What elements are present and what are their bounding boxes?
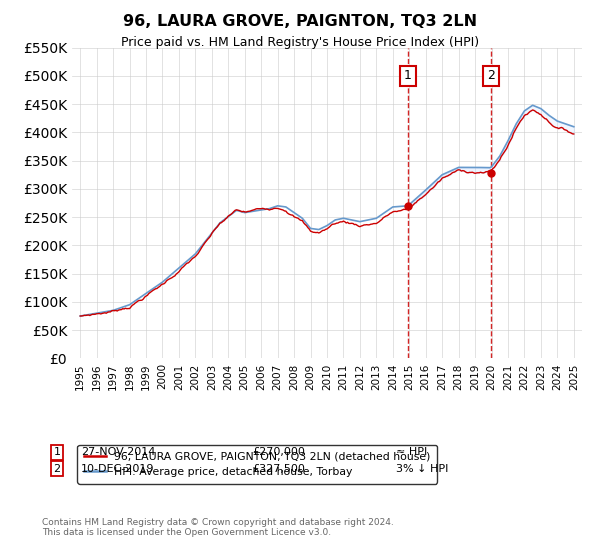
Text: 1: 1 [404,69,412,82]
Text: £270,000: £270,000 [252,447,305,458]
96, LAURA GROVE, PAIGNTON, TQ3 2LN (detached house) [169,274,176,281]
96, LAURA GROVE, PAIGNTON, TQ3 2LN (detached house) [91,311,98,318]
HPI: Average price, detached house, Torbay: (2e+03, 7.5e+04): Average price, detached house, Torbay: (… [77,312,84,319]
HPI: Average price, detached house, Torbay: (2.01e+03, 2.42e+05): Average price, detached house, Torbay: (… [358,218,365,225]
Text: 2: 2 [487,69,495,82]
HPI: Average price, detached house, Torbay: (2e+03, 1.5e+05): Average price, detached house, Torbay: (… [169,270,176,277]
Text: £327,500: £327,500 [252,464,305,474]
96, LAURA GROVE, PAIGNTON, TQ3 2LN (detached house) [77,312,84,319]
96, LAURA GROVE, PAIGNTON, TQ3 2LN (detached house) [570,130,577,137]
96, LAURA GROVE, PAIGNTON, TQ3 2LN (detached house) [385,211,392,218]
Text: ≈ HPI: ≈ HPI [396,447,427,458]
Line: HPI: Average price, detached house, Torbay: HPI: Average price, detached house, Torb… [80,105,574,316]
Text: 1: 1 [53,447,61,458]
96, LAURA GROVE, PAIGNTON, TQ3 2LN (detached house) [374,219,382,226]
HPI: Average price, detached house, Torbay: (2.01e+03, 2.63e+05): Average price, detached house, Torbay: (… [385,207,392,213]
Text: 10-DEC-2019: 10-DEC-2019 [81,464,155,474]
HPI: Average price, detached house, Torbay: (2e+03, 7.92e+04): Average price, detached house, Torbay: (… [91,310,98,317]
Text: 2: 2 [53,464,61,474]
Text: Contains HM Land Registry data © Crown copyright and database right 2024.
This d: Contains HM Land Registry data © Crown c… [42,518,394,538]
96, LAURA GROVE, PAIGNTON, TQ3 2LN (detached house) [358,223,365,230]
Text: 96, LAURA GROVE, PAIGNTON, TQ3 2LN: 96, LAURA GROVE, PAIGNTON, TQ3 2LN [123,14,477,29]
96, LAURA GROVE, PAIGNTON, TQ3 2LN (detached house) [510,130,517,137]
HPI: Average price, detached house, Torbay: (2.02e+03, 4.48e+05): Average price, detached house, Torbay: (… [529,102,536,109]
Text: Price paid vs. HM Land Registry's House Price Index (HPI): Price paid vs. HM Land Registry's House … [121,36,479,49]
HPI: Average price, detached house, Torbay: (2.02e+03, 4.05e+05): Average price, detached house, Torbay: (… [510,126,517,133]
HPI: Average price, detached house, Torbay: (2.01e+03, 2.5e+05): Average price, detached house, Torbay: (… [374,214,382,221]
Legend: 96, LAURA GROVE, PAIGNTON, TQ3 2LN (detached house), HPI: Average price, detache: 96, LAURA GROVE, PAIGNTON, TQ3 2LN (deta… [77,445,437,483]
Text: 3% ↓ HPI: 3% ↓ HPI [396,464,448,474]
96, LAURA GROVE, PAIGNTON, TQ3 2LN (detached house) [529,106,536,113]
HPI: Average price, detached house, Torbay: (2.02e+03, 4.1e+05): Average price, detached house, Torbay: (… [570,123,577,130]
Line: 96, LAURA GROVE, PAIGNTON, TQ3 2LN (detached house): 96, LAURA GROVE, PAIGNTON, TQ3 2LN (deta… [80,110,574,316]
Text: 27-NOV-2014: 27-NOV-2014 [81,447,155,458]
